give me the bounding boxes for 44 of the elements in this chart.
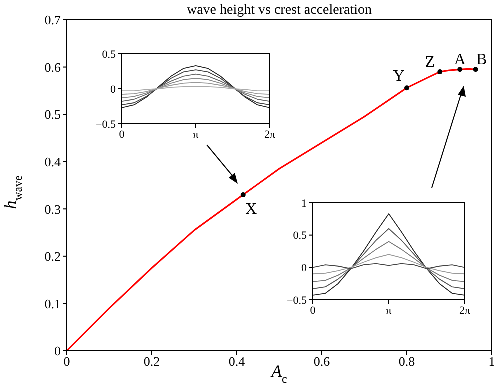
x-axis-title: A$_{c}$	[270, 362, 288, 383]
annotation: Y	[393, 68, 406, 86]
y-tick-label: −0.5	[96, 118, 116, 131]
x-tick-label: π	[193, 128, 200, 141]
chart-title: wave height vs crest acceleration	[186, 3, 372, 18]
annotation: X	[246, 200, 258, 218]
y-tick-label: 0	[302, 262, 308, 275]
y-tick-label: 0.5	[293, 230, 308, 242]
x-tick-label: 2π	[264, 128, 276, 141]
annotation: A	[454, 52, 466, 69]
point	[438, 70, 443, 75]
y-tick-label: 0.2	[44, 249, 61, 264]
line-series	[313, 228, 465, 290]
y-tick-label: −0.5	[287, 294, 308, 307]
point	[458, 67, 463, 72]
y-tick-label: 0.5	[44, 107, 61, 122]
point	[404, 86, 410, 91]
line-series	[122, 78, 270, 99]
line-series	[313, 214, 465, 296]
x-tick-label: 2π	[459, 304, 471, 317]
line-series	[313, 254, 465, 275]
annotation: Z	[425, 54, 436, 72]
y-tick-label: 0.4	[44, 154, 62, 170]
y-tick-label: 0	[54, 344, 61, 359]
y-tick-label: 0.7	[44, 12, 62, 28]
point	[240, 192, 246, 198]
x-tick-label: 0.2	[144, 354, 160, 370]
y-tick-label: 1	[302, 198, 307, 210]
x-tick-label: 0.6	[314, 354, 331, 370]
y-tick-label: 0.5	[102, 48, 116, 61]
x-tick-label: 0.4	[228, 354, 246, 370]
y-tick-label: 0.3	[44, 202, 61, 217]
x-tick-label: π	[386, 304, 392, 317]
x-tick-label: 1	[488, 354, 496, 370]
line-series	[313, 241, 465, 282]
x-tick-label: 0.8	[398, 354, 416, 370]
y-tick-label: 0.6	[44, 60, 62, 75]
point	[473, 67, 478, 72]
x-tick-label: 0	[310, 304, 316, 317]
line-series	[122, 82, 270, 96]
y-tick-label: 0.1	[44, 296, 61, 312]
annotation: B	[476, 52, 488, 69]
y-tick-label: 0	[110, 84, 116, 96]
x-tick-label: 0	[119, 128, 126, 141]
